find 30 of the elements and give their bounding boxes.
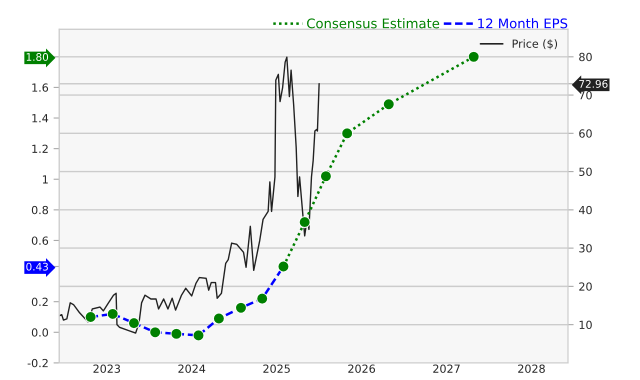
y-tick-label: 1.2	[32, 144, 48, 153]
y2-tick-label: 30	[579, 244, 592, 252]
legend-label: Price ($)	[512, 39, 558, 50]
y2-tick-label: 72.96	[579, 80, 608, 88]
x-tick-label: 2026	[348, 364, 376, 373]
line-series	[59, 56, 320, 334]
x-tick-label: 2023	[93, 364, 120, 373]
y-tick-label: 0.43	[26, 262, 48, 271]
x-tick-label: 2027	[433, 364, 460, 373]
y2-tick-label: 10	[580, 320, 592, 330]
y2-tick-label: 40	[578, 206, 592, 214]
y2-tick-label: 80	[579, 52, 592, 62]
y-tick-label: 0.0	[32, 328, 48, 337]
legend-label: 12 Month EPS	[478, 18, 568, 28]
y2-tick-label: 60	[579, 129, 592, 138]
y-tick-label: 0.6	[32, 236, 48, 245]
legend-label: Consensus Estimate	[307, 18, 440, 28]
y-tick-label: 1.6	[32, 83, 48, 92]
y-tick-label: -0.2	[28, 358, 48, 368]
y2-tick-label: 70	[579, 91, 592, 100]
y-tick-label: 0.2	[32, 298, 48, 306]
x-tick-label: 2028	[518, 364, 545, 373]
x-tick-label: 2024	[178, 364, 206, 373]
y2-tick-label: 50	[579, 168, 592, 176]
y-tick-label: 1.4	[32, 114, 48, 122]
y-tick-label: 1	[42, 175, 48, 184]
x-tick-label: 2025	[263, 364, 290, 373]
y2-tick-label: 20	[579, 282, 592, 291]
y-tick-label: 0.8	[32, 206, 48, 214]
y-tick-label: 1.80	[26, 53, 48, 61]
